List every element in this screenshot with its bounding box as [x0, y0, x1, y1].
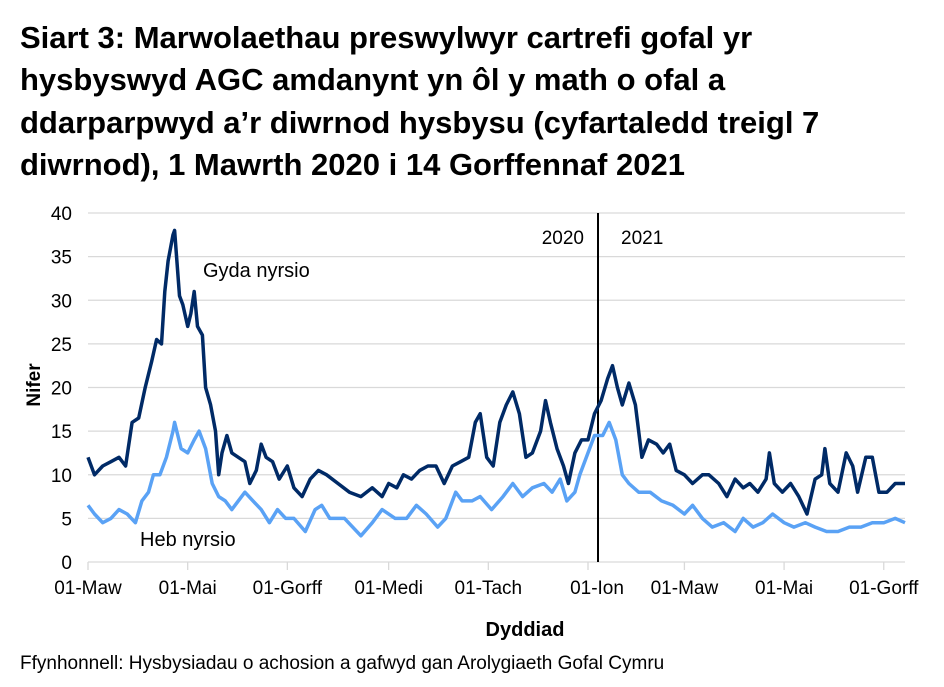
y-tick-label: 35: [51, 248, 72, 269]
title-line: ddarparpwyd a’r diwrnod hysbysu (cyfarta…: [20, 105, 819, 140]
series-line-gyda-nyrsio: [86, 228, 905, 516]
year-label-2021: 2021: [621, 228, 663, 249]
y-tick-label: 5: [61, 509, 72, 530]
y-tick-label: 30: [51, 291, 72, 312]
x-tick-label: 01-Tach: [455, 578, 523, 599]
series-lines: [86, 228, 906, 538]
chart-title: Siart 3: Marwolaethau preswylwyr cartref…: [20, 20, 819, 182]
source-note: Ffynhonnell: Hysbysiadau o achosion a ga…: [20, 653, 664, 674]
x-tick-labels: 01-Maw 01-Mai 01-Gorff 01-Medi 01-Tach 01-Ion…: [54, 578, 919, 599]
x-tick-label: 01-Maw: [54, 578, 122, 599]
x-axis-label: Dyddiad: [486, 619, 565, 641]
year-label-2020: 2020: [542, 228, 584, 249]
y-tick-label: 15: [51, 422, 72, 443]
y-tick-labels: 0 5 10 15 20 25 30 35 40: [51, 204, 72, 574]
y-tick-label: 10: [51, 466, 72, 487]
series-label-gyda-nyrsio: Gyda nyrsio: [203, 260, 310, 282]
x-tick-label: 01-Mai: [755, 578, 813, 599]
y-tick-label: 0: [61, 553, 72, 574]
series-line-heb-nyrsio: [86, 420, 906, 538]
x-tick-label: 01-Gorff: [849, 578, 919, 599]
y-tick-label: 25: [51, 335, 72, 356]
x-tick-label: 01-Medi: [354, 578, 423, 599]
title-line: hysbyswyd AGC amdanynt yn ôl y math o of…: [20, 62, 726, 97]
x-tick-label: 01-Gorff: [253, 578, 323, 599]
year-divider: 2020 2021: [542, 213, 663, 562]
gridlines: [87, 212, 905, 570]
y-tick-label: 20: [51, 379, 72, 400]
series-label-heb-nyrsio: Heb nyrsio: [140, 529, 236, 551]
x-tick-label: 01-Maw: [651, 578, 719, 599]
title-line: diwrnod), 1 Mawrth 2020 i 14 Gorffennaf …: [20, 147, 685, 182]
y-axis-label: Nifer: [24, 363, 45, 407]
x-tick-label: 01-Mai: [159, 578, 217, 599]
title-line: Siart 3: Marwolaethau preswylwyr cartref…: [20, 20, 752, 55]
x-tick-label: 01-Ion: [570, 578, 624, 599]
y-tick-label: 40: [51, 204, 72, 225]
